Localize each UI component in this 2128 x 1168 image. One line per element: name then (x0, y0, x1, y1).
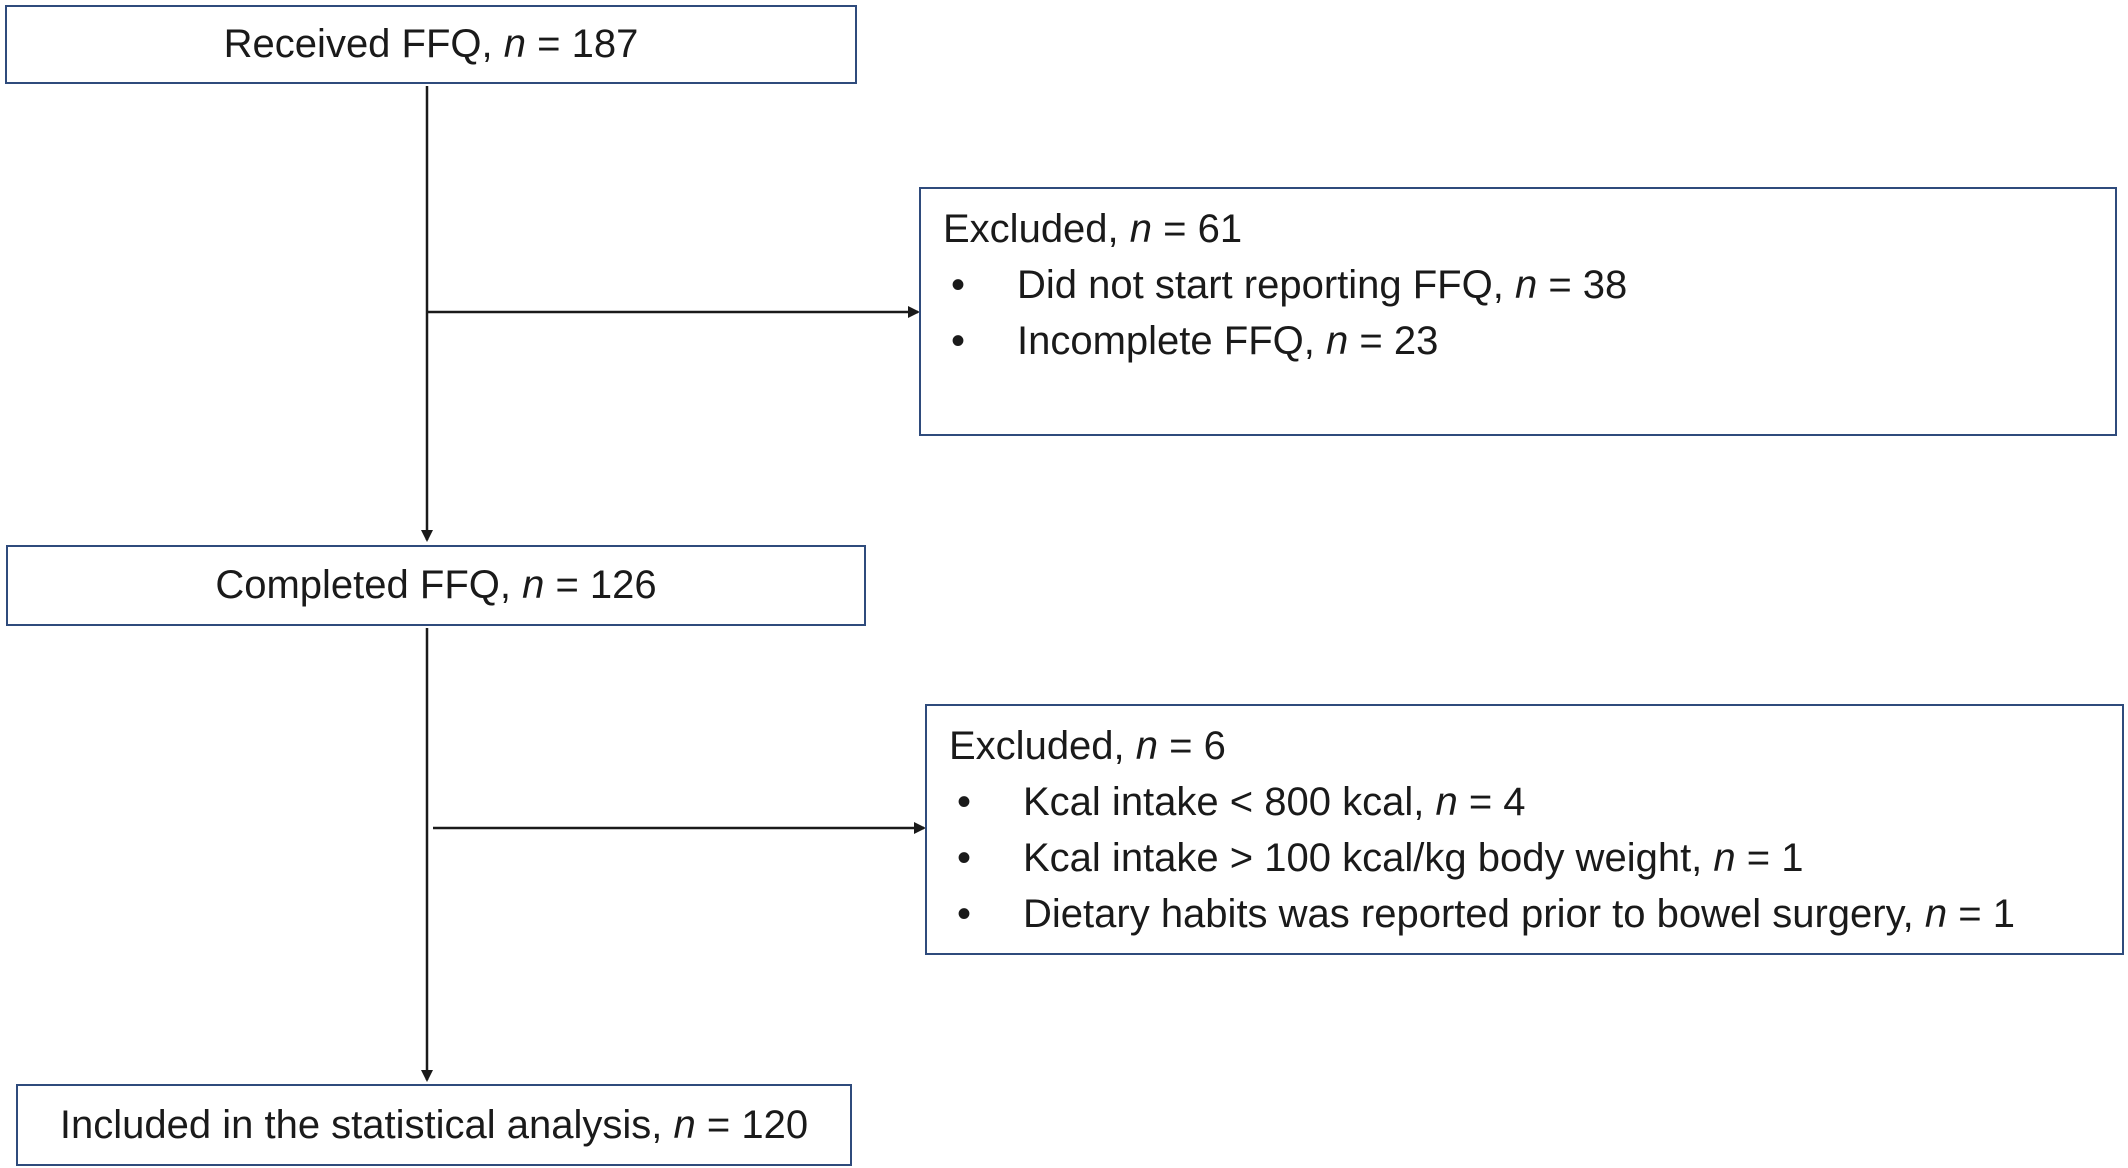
bullet-icon: • (956, 892, 971, 936)
excluded-2-list: • Kcal intake < 800 kcal, n = 4 • Kcal int… (949, 774, 2122, 942)
list-item: • Dietary habits was reported prior to bo… (949, 886, 2122, 942)
bullet-icon: • (950, 319, 965, 363)
list-item: • Did not start reporting FFQ, n = 38 (943, 257, 2115, 313)
excluded-1-list: • Did not start reporting FFQ, n = 38 • In… (943, 257, 2115, 369)
list-item: • Kcal intake < 800 kcal, n = 4 (949, 774, 2122, 830)
excluded-box-1: Excluded, n = 61 • Did not start reportin… (919, 187, 2117, 436)
included-box: Included in the statistical analysis, n … (16, 1084, 852, 1166)
excluded-1-heading: Excluded, n = 61 (943, 207, 1243, 251)
excluded-2-heading: Excluded, n = 6 (949, 724, 1226, 768)
included-label: Included in the statistical analysis, n … (59, 1102, 809, 1147)
completed-box: Completed FFQ, n = 126 (6, 545, 866, 626)
excluded-box-2: Excluded, n = 6 • Kcal intake < 800 kcal,… (925, 704, 2124, 955)
list-item: • Kcal intake > 100 kcal/kg body weight, … (949, 830, 2122, 886)
received-box: Received FFQ, n = 187 (5, 5, 857, 84)
received-label: Received FFQ, n = 187 (223, 22, 639, 66)
bullet-icon: • (956, 780, 971, 824)
list-item: • Incomplete FFQ, n = 23 (943, 313, 2115, 369)
bullet-icon: • (950, 263, 965, 307)
completed-label: Completed FFQ, n = 126 (215, 563, 657, 607)
bullet-icon: • (956, 836, 971, 880)
